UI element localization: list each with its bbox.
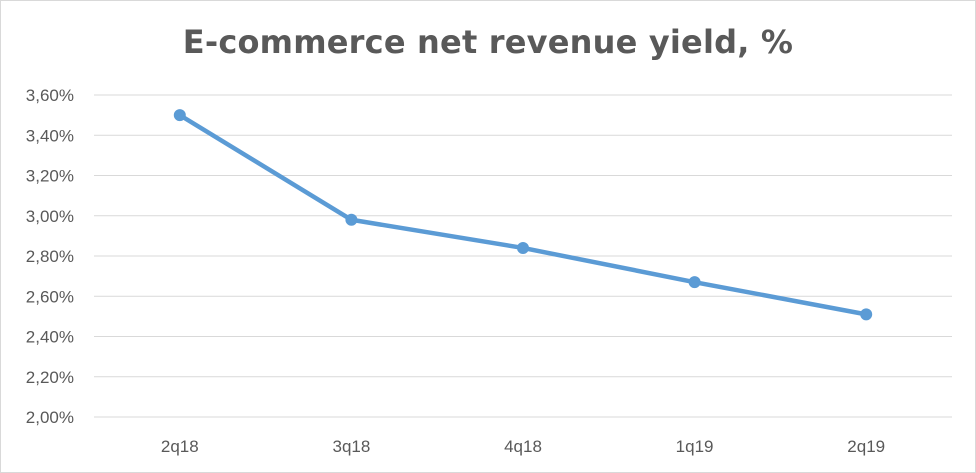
y-tick-label: 3,40% [26,126,74,145]
x-axis-tick-labels: 2q18 3q18 4q18 1q19 2q19 [161,437,885,456]
chart-title: E-commerce net revenue yield, % [182,23,794,61]
y-tick-label: 3,20% [26,167,74,186]
y-tick-label: 2,20% [26,368,74,387]
data-point-marker [517,241,529,254]
x-tick-label: 4q18 [504,437,542,456]
data-point-marker [688,276,701,289]
y-tick-label: 3,00% [26,207,74,226]
y-tick-label: 2,40% [26,328,74,347]
y-tick-label: 2,60% [26,287,74,306]
y-tick-label: 2,00% [26,408,74,427]
series-line [177,112,869,317]
data-point-marker [173,109,186,122]
x-tick-label: 2q19 [847,437,885,456]
y-tick-label: 3,60% [26,86,74,105]
series-line-group [173,109,873,321]
x-tick-label: 1q19 [676,437,714,456]
gridlines [94,94,952,418]
y-axis-tick-labels: 2,00% 2,20% 2,40% 2,60% 2,80% 3,00% 3,20% 3,40%… [26,86,74,427]
data-point-marker [860,308,873,321]
x-tick-label: 2q18 [161,437,199,456]
x-tick-label: 3q18 [332,437,370,456]
y-tick-label: 2,80% [26,247,74,266]
data-point-marker [345,213,358,226]
